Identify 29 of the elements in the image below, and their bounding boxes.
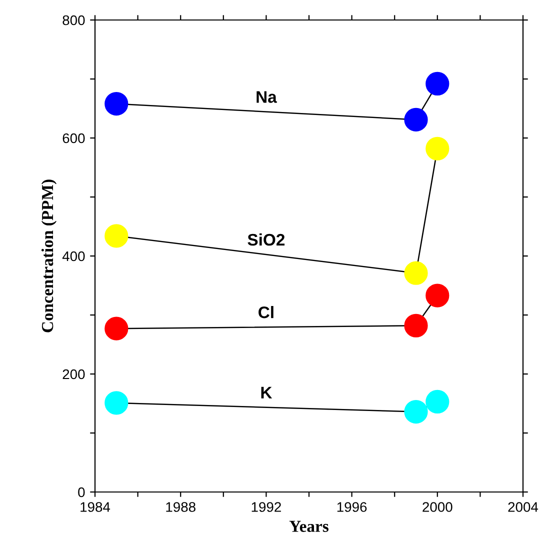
x-tick-label: 2000 bbox=[422, 502, 452, 512]
point bbox=[404, 261, 428, 285]
x-tick-label: 2004 bbox=[508, 502, 538, 512]
series-label: Cl bbox=[258, 306, 274, 318]
x-tick-label: 1984 bbox=[80, 502, 110, 512]
y-tick-label: 200 bbox=[62, 369, 85, 380]
y-tick-label: 400 bbox=[62, 251, 85, 262]
y-axis-title: Concentration (PPM) bbox=[41, 180, 57, 332]
point bbox=[426, 284, 450, 308]
point bbox=[104, 316, 128, 340]
point bbox=[426, 136, 450, 160]
y-tick-label: 0 bbox=[78, 487, 85, 498]
x-tick-label: 1988 bbox=[166, 502, 196, 512]
point bbox=[404, 108, 428, 132]
point bbox=[104, 224, 128, 248]
x-axis-title: Years bbox=[289, 520, 328, 532]
x-tick-label: 1992 bbox=[252, 502, 281, 512]
point bbox=[426, 72, 450, 96]
y-tick-label: 800 bbox=[62, 15, 85, 26]
point bbox=[104, 391, 128, 415]
point bbox=[404, 400, 428, 424]
point bbox=[104, 92, 128, 116]
series-label: Na bbox=[256, 91, 277, 103]
x-tick-label: 1996 bbox=[337, 502, 367, 512]
series-label: K bbox=[261, 386, 272, 398]
series-label: SiO2 bbox=[248, 233, 285, 246]
y-tick-label: 600 bbox=[62, 133, 85, 144]
point bbox=[404, 314, 428, 338]
point bbox=[426, 390, 450, 414]
